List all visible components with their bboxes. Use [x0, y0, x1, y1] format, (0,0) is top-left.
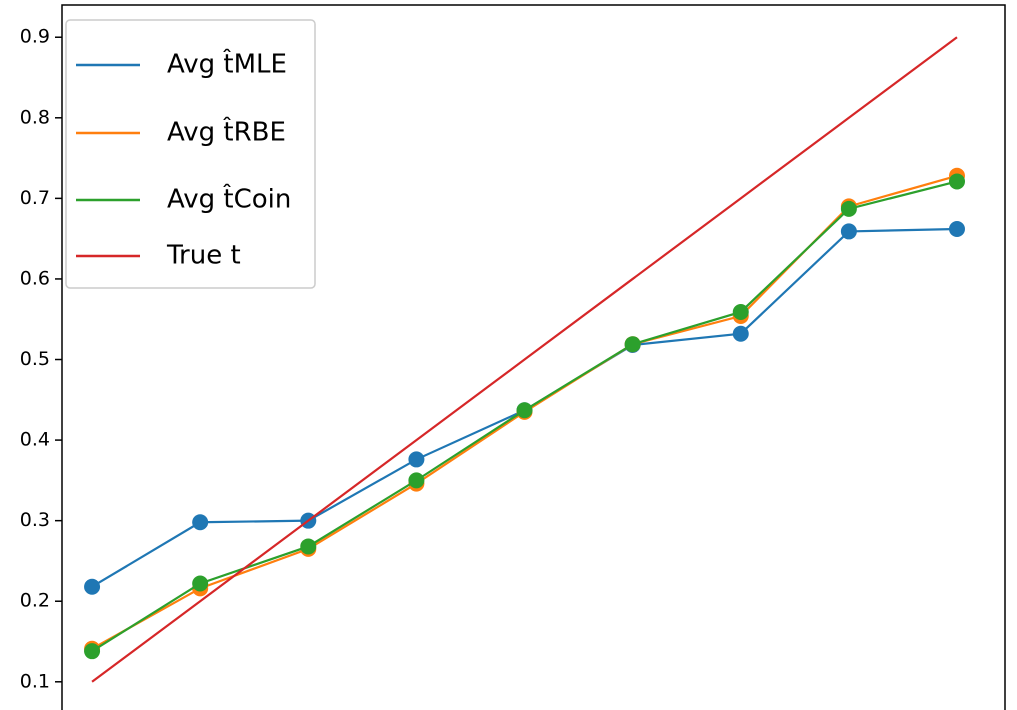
- y-tick-label: 0.7: [20, 187, 50, 209]
- y-tick-label: 0.2: [20, 590, 50, 612]
- series-line: [91, 36, 958, 683]
- marker: [300, 538, 317, 555]
- y-tick-label: 0.9: [20, 26, 50, 48]
- legend: Avg t̂MLE Avg t̂RBE Avg t̂Coin True t: [65, 19, 316, 289]
- marker: [948, 173, 965, 190]
- plot-frame: [61, 4, 1006, 710]
- marker: [408, 451, 425, 468]
- legend-label: Avg t̂RBE: [167, 116, 286, 148]
- marker: [192, 514, 209, 531]
- legend-box: [65, 19, 316, 289]
- legend-label: Avg t̂MLE: [167, 48, 287, 80]
- y-tick-label: 0.1: [20, 670, 50, 692]
- marker: [84, 578, 101, 595]
- marker: [948, 220, 965, 237]
- marker: [192, 575, 209, 592]
- y-tick-label: 0.8: [20, 106, 50, 128]
- marker: [732, 325, 749, 342]
- y-tick-label: 0.6: [20, 267, 50, 289]
- marker: [516, 402, 533, 419]
- marker: [624, 336, 641, 353]
- legend-label: True t: [166, 241, 241, 271]
- y-tick-label: 0.4: [20, 429, 50, 451]
- y-tick-label: 0.3: [20, 509, 50, 531]
- legend-label: Avg t̂Coin: [167, 183, 291, 215]
- marker: [408, 472, 425, 489]
- marker: [840, 200, 857, 217]
- marker: [840, 223, 857, 240]
- marker: [732, 303, 749, 320]
- y-tick-label: 0.5: [20, 348, 50, 370]
- marker: [84, 643, 101, 660]
